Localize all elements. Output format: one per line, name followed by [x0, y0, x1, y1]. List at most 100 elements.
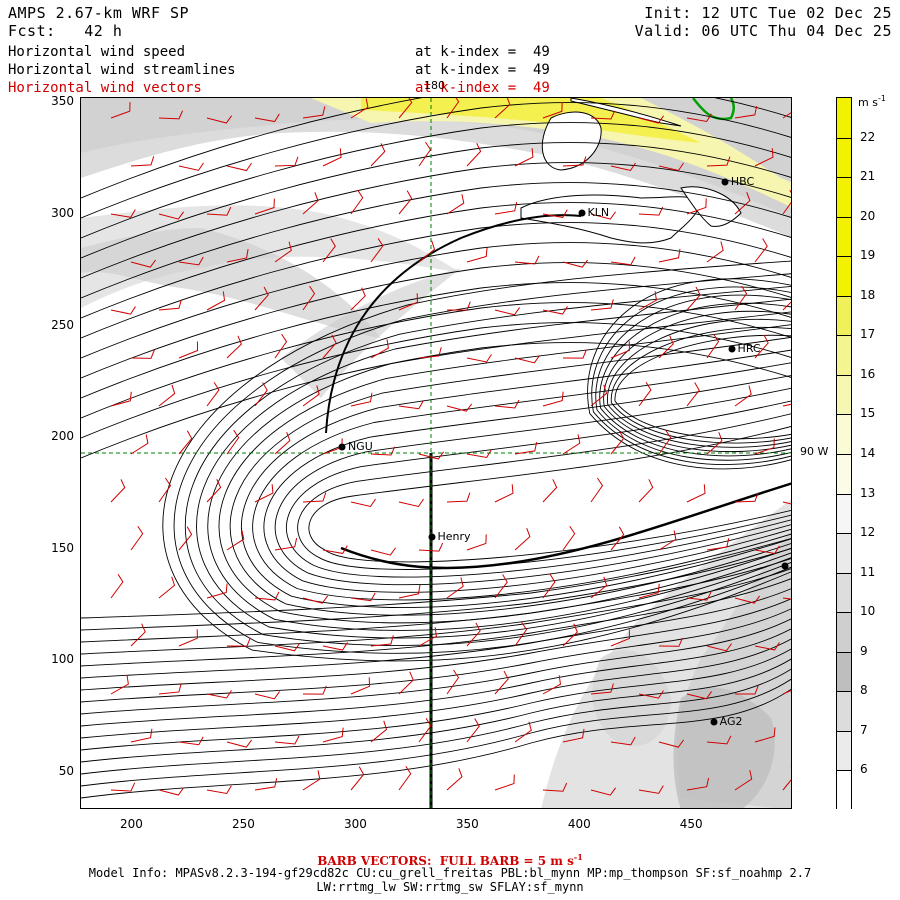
wind-barb	[110, 102, 131, 119]
wind-barb	[350, 592, 376, 602]
wind-barb	[158, 211, 185, 220]
station-dot	[428, 533, 436, 541]
wind-barb	[110, 209, 136, 218]
wind-barb	[610, 629, 631, 647]
wind-barb	[398, 498, 424, 508]
wind-barb	[302, 595, 329, 604]
wind-barb	[302, 106, 326, 119]
parallel-label: 90 W	[800, 445, 829, 458]
init-time: Init: 12 UTC Tue 02 Dec 25	[644, 4, 892, 22]
valid-time: Valid: 06 UTC Thu 04 Dec 25	[634, 22, 892, 40]
wind-barb	[734, 770, 753, 791]
colorbar-level: 7	[860, 722, 868, 737]
station-label: HBC	[730, 174, 755, 188]
station-label: Henry	[437, 529, 471, 543]
streamline	[81, 588, 791, 679]
wind-barb	[350, 392, 373, 407]
wind-barb	[494, 201, 518, 215]
wind-barb	[110, 479, 126, 503]
wind-barb	[706, 538, 730, 551]
colorbar-level: 15	[860, 406, 876, 421]
wind-barb	[542, 479, 558, 503]
wind-barb	[590, 299, 614, 311]
wind-barb	[542, 209, 568, 218]
wind-barb	[370, 720, 388, 743]
wind-barb	[514, 255, 540, 265]
wind-barb	[610, 736, 636, 746]
wind-barb	[590, 576, 608, 599]
wind-barb	[754, 727, 776, 743]
wind-barb	[494, 774, 515, 791]
x-tick-label: 400	[567, 817, 591, 831]
wind-barb	[754, 438, 775, 455]
streamline	[81, 122, 791, 239]
station-dot	[781, 562, 789, 570]
streamline	[252, 362, 791, 601]
wind-barb	[466, 718, 480, 743]
wind-barb	[466, 622, 481, 647]
wind-barb	[514, 621, 528, 647]
wind-barb	[514, 442, 538, 455]
station-label: HRC	[737, 342, 761, 356]
wind-barb	[350, 498, 376, 508]
wind-barb	[542, 102, 563, 119]
wind-barb	[254, 591, 280, 601]
wind-barb	[782, 403, 791, 407]
streamline	[81, 648, 791, 751]
wind-barb	[322, 238, 336, 263]
wind-barb	[610, 526, 625, 551]
forecast-hour: Fcst: 42 h	[8, 22, 123, 40]
wind-barb	[370, 339, 389, 359]
wind-barb	[398, 190, 413, 215]
wind-barb	[686, 484, 706, 503]
wind-barb	[254, 113, 280, 123]
colorbar-segment	[837, 216, 851, 257]
wind-barb	[514, 528, 531, 551]
wind-barb	[370, 547, 397, 556]
colorbar-segment	[837, 335, 851, 375]
wind-barb	[638, 291, 657, 311]
wind-barb	[206, 115, 233, 124]
wind-barb	[130, 156, 155, 167]
wind-barb	[610, 256, 636, 266]
wind-barb	[706, 333, 720, 359]
wind-barb	[494, 399, 520, 409]
streamline	[81, 102, 791, 219]
streamline	[81, 538, 791, 619]
y-tick-label: 350	[51, 94, 74, 109]
x-tick-label: 350	[455, 817, 479, 831]
bold-streamline-north	[325, 214, 582, 434]
wind-barb	[562, 259, 589, 268]
wind-barb	[178, 736, 204, 746]
colorbar-segment	[837, 137, 851, 178]
wind-barb	[178, 162, 204, 171]
streamline	[196, 298, 791, 639]
wind-barb	[254, 286, 269, 311]
wind-barb	[638, 690, 664, 699]
y-tick-label: 200	[51, 429, 74, 444]
wind-barb	[158, 576, 176, 599]
wind-barbs	[110, 98, 791, 796]
wind-barb	[542, 574, 556, 599]
wind-barb	[782, 112, 791, 119]
streamline	[614, 334, 791, 440]
wind-barb	[130, 728, 153, 743]
wind-barb	[418, 542, 444, 552]
field-name-streamlines: Horizontal wind streamlines	[8, 62, 236, 78]
y-tick-label: 150	[51, 540, 74, 555]
wind-barb	[130, 434, 149, 455]
map-canvas	[81, 98, 791, 808]
wind-barb	[226, 530, 245, 551]
field-name-vectors: Horizontal wind vectors	[8, 80, 202, 96]
station-label: AG2	[719, 714, 743, 728]
wind-barb	[542, 675, 561, 695]
streamline	[81, 342, 791, 459]
wind-barb	[466, 354, 492, 363]
wind-barb	[686, 198, 707, 215]
wind-barb	[686, 286, 701, 311]
streamline	[207, 311, 791, 631]
wind-barb	[302, 385, 320, 407]
streamline	[81, 98, 791, 199]
wind-barb	[446, 403, 473, 412]
wind-barb	[562, 349, 587, 359]
